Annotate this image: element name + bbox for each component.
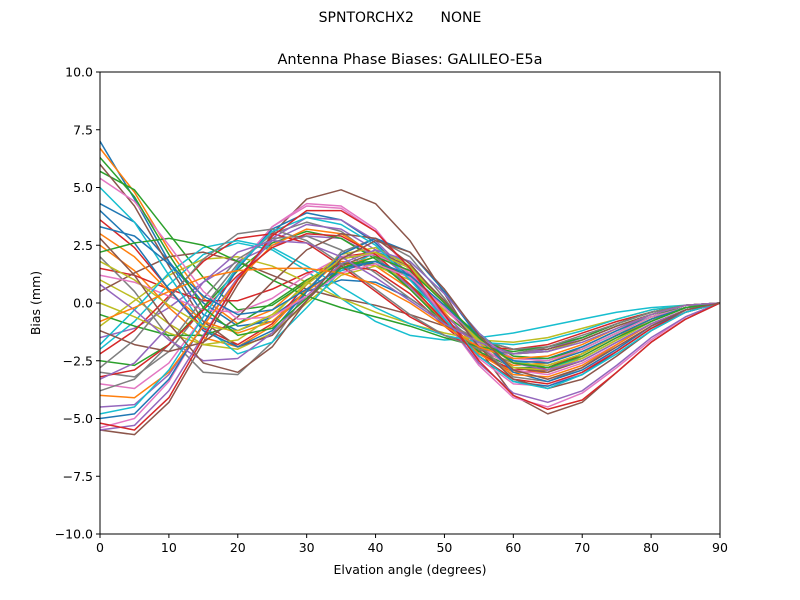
chart-title: Antenna Phase Biases: GALILEO-E5a xyxy=(278,52,543,68)
series-line xyxy=(99,239,721,346)
y-axis-label: Bias (mm) xyxy=(28,271,43,335)
y-tick-label: −5.0 xyxy=(63,411,93,426)
plot-area-frame xyxy=(99,71,721,535)
series-line xyxy=(99,237,721,380)
x-tick-label: 20 xyxy=(230,540,246,555)
y-tick-label: −2.5 xyxy=(63,353,93,368)
series-line xyxy=(99,232,721,355)
x-tick-label: 40 xyxy=(368,540,384,555)
y-tick-label: 5.0 xyxy=(73,180,93,195)
x-tick-label: 30 xyxy=(299,540,315,555)
y-tick-label: −10.0 xyxy=(55,527,93,542)
series-line xyxy=(99,156,721,369)
ticks-layer: 0 10 20 30 40 50 60 70 80 90 −10.0 −7.5 −5.0 −2.5 0.0 2… xyxy=(55,65,728,556)
x-tick-label: 90 xyxy=(712,540,728,555)
x-tick-label: 10 xyxy=(161,540,177,555)
figure-suptitle: SPNTORCHX2 NONE xyxy=(318,10,482,26)
x-tick-label: 0 xyxy=(96,540,104,555)
y-tick-label: 0.0 xyxy=(73,296,93,311)
series-layer xyxy=(99,140,721,436)
series-line xyxy=(99,226,721,364)
series-line xyxy=(99,242,721,350)
series-line xyxy=(99,232,721,390)
series-line xyxy=(99,216,721,415)
series-line xyxy=(99,232,721,385)
series-line xyxy=(99,239,721,380)
y-tick-label: 10.0 xyxy=(65,65,93,80)
x-axis-label: Elvation angle (degrees) xyxy=(333,562,486,577)
x-tick-label: 70 xyxy=(574,540,590,555)
series-line xyxy=(99,209,721,431)
x-tick-label: 50 xyxy=(436,540,452,555)
series-line xyxy=(99,228,721,369)
y-tick-label: 7.5 xyxy=(73,122,93,137)
series-line xyxy=(99,235,721,392)
x-tick-label: 60 xyxy=(505,540,521,555)
series-line xyxy=(99,249,721,371)
series-line xyxy=(99,177,721,362)
y-tick-label: −7.5 xyxy=(63,469,93,484)
series-line xyxy=(99,246,721,371)
x-tick-label: 80 xyxy=(643,540,659,555)
y-tick-label: 2.5 xyxy=(73,238,93,253)
